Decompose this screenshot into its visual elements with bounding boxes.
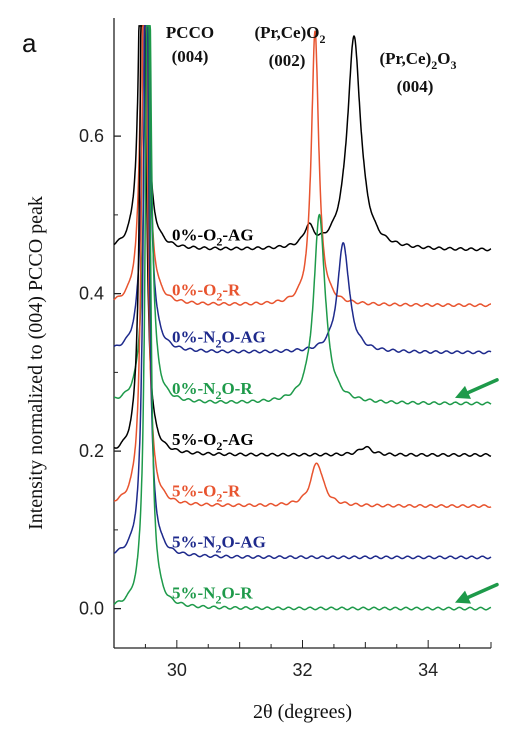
x-tick-label: 32 bbox=[292, 660, 312, 680]
text-part: 5%-N bbox=[172, 532, 216, 551]
peak-label-pcco-index: (004) bbox=[172, 47, 209, 66]
text-part: 2 bbox=[320, 32, 326, 46]
series-line bbox=[113, 25, 492, 355]
arrow-head bbox=[455, 590, 471, 604]
text-part: (Pr,Ce)O bbox=[255, 23, 320, 42]
text-part: 2 bbox=[216, 490, 222, 504]
text-part: -R bbox=[222, 481, 241, 500]
text-part: O-R bbox=[221, 379, 253, 398]
text-part: O-R bbox=[221, 584, 253, 603]
series-label: 0%-N2O-AG bbox=[172, 328, 266, 351]
text-part: 0%-N bbox=[172, 379, 216, 398]
series-line bbox=[114, 25, 492, 406]
text-part: 2 bbox=[216, 439, 222, 453]
series-group bbox=[113, 25, 492, 611]
series-label: 5%-O2-AG bbox=[172, 430, 254, 453]
y-axis-title: Intensity normalized to (004) PCCO peak bbox=[25, 196, 47, 530]
text-part: 2 bbox=[431, 58, 437, 72]
peak-label-prceo2: (Pr,Ce)O2 bbox=[255, 23, 326, 46]
y-tick-label: 0.6 bbox=[79, 126, 104, 146]
series-label: 5%-N2O-AG bbox=[172, 532, 266, 555]
panel-label: a bbox=[22, 28, 37, 58]
series-line bbox=[114, 25, 492, 457]
text-part: O-AG bbox=[221, 328, 265, 347]
peak-label-pcco: PCCO bbox=[166, 23, 214, 42]
text-part: 2 bbox=[216, 234, 222, 248]
y-tick-label: 0.0 bbox=[79, 599, 104, 619]
text-part: 2 bbox=[215, 541, 221, 555]
text-part: 5%-N bbox=[172, 584, 216, 603]
series-line bbox=[113, 25, 491, 308]
text-part: O bbox=[437, 49, 450, 68]
series-label: 5%-O2-R bbox=[172, 481, 241, 504]
peak-label-prceo2-index: (002) bbox=[269, 51, 306, 70]
text-part: -R bbox=[222, 280, 241, 299]
series-line bbox=[113, 25, 492, 252]
text-part: 5%-O bbox=[172, 481, 216, 500]
series-label: 0%-N2O-R bbox=[172, 379, 253, 402]
text-part: -AG bbox=[222, 225, 253, 244]
text-part: -AG bbox=[222, 430, 253, 449]
text-part: 2 bbox=[216, 289, 222, 303]
labels-group: a0%-O2-AG0%-O2-R0%-N2O-AG0%-N2O-R5%-O2-A… bbox=[22, 23, 499, 607]
peak-label-prce2o3-index: (004) bbox=[397, 77, 434, 96]
x-axis-title: 2θ (degrees) bbox=[253, 701, 352, 723]
text-part: O-AG bbox=[221, 532, 265, 551]
series-line bbox=[113, 25, 492, 509]
text-part: 0%-O bbox=[172, 280, 216, 299]
arrow-head bbox=[455, 385, 471, 399]
arrow-shaft bbox=[461, 582, 499, 602]
text-part: 0%-O bbox=[172, 225, 216, 244]
text-part: 2 bbox=[215, 337, 221, 351]
text-part: 0%-N bbox=[172, 328, 216, 347]
text-part: 2 bbox=[215, 388, 221, 402]
text-part: 3 bbox=[451, 58, 457, 72]
text-part: 2 bbox=[215, 593, 221, 607]
series-label: 5%-N2O-R bbox=[172, 584, 253, 607]
series-label: 0%-O2-R bbox=[172, 280, 241, 303]
x-tick-label: 30 bbox=[167, 660, 187, 680]
series-label: 0%-O2-AG bbox=[172, 225, 254, 248]
text-part: (Pr,Ce) bbox=[380, 49, 432, 68]
x-tick-label: 34 bbox=[418, 660, 438, 680]
text-part: 5%-O bbox=[172, 430, 216, 449]
y-tick-label: 0.4 bbox=[79, 284, 104, 304]
series-line bbox=[113, 25, 492, 560]
peak-label-prce2o3: (Pr,Ce)2O3 bbox=[380, 49, 457, 72]
arrow-shaft bbox=[461, 378, 499, 397]
y-tick-label: 0.2 bbox=[79, 441, 104, 461]
series-line bbox=[113, 25, 492, 611]
